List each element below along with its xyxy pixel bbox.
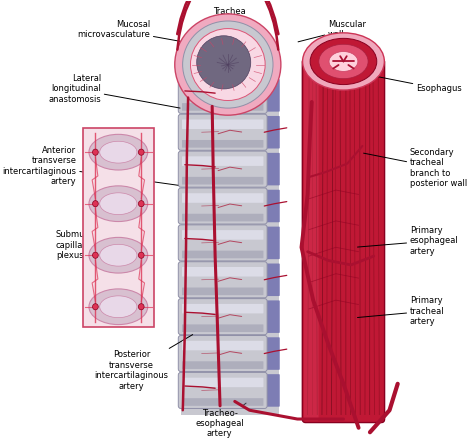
Text: Mucosal
microvasculature: Mucosal microvasculature (77, 19, 209, 47)
FancyBboxPatch shape (178, 373, 267, 408)
Text: Primary
tracheal
artery: Primary tracheal artery (357, 296, 445, 326)
FancyBboxPatch shape (182, 177, 264, 184)
Text: Submucosal
capillary
plexus: Submucosal capillary plexus (56, 230, 107, 260)
Circle shape (92, 201, 98, 207)
FancyBboxPatch shape (264, 79, 280, 112)
Ellipse shape (319, 44, 368, 79)
Text: Secondary
tracheal
branch to
posterior wall: Secondary tracheal branch to posterior w… (364, 148, 467, 188)
Text: Trachea: Trachea (213, 7, 246, 22)
FancyBboxPatch shape (182, 361, 264, 369)
FancyBboxPatch shape (178, 335, 267, 372)
Text: Primary
esophageal
artery: Primary esophageal artery (357, 226, 459, 256)
FancyBboxPatch shape (264, 190, 280, 222)
Circle shape (138, 252, 144, 258)
FancyBboxPatch shape (182, 341, 264, 350)
Ellipse shape (100, 245, 137, 266)
Ellipse shape (89, 289, 148, 325)
FancyBboxPatch shape (264, 227, 280, 259)
FancyBboxPatch shape (178, 188, 267, 224)
FancyBboxPatch shape (182, 82, 264, 92)
FancyBboxPatch shape (302, 59, 384, 423)
FancyBboxPatch shape (264, 116, 280, 148)
Circle shape (92, 303, 98, 310)
Ellipse shape (89, 237, 148, 273)
Ellipse shape (100, 141, 137, 163)
Text: Tracheo-
esophageal
artery: Tracheo- esophageal artery (195, 403, 246, 438)
Ellipse shape (329, 51, 358, 71)
Text: Lateral
longitudinal
anastomosis: Lateral longitudinal anastomosis (48, 74, 180, 108)
Ellipse shape (89, 186, 148, 222)
Text: Esophagus: Esophagus (364, 74, 462, 93)
Text: Muscular
wall: Muscular wall (298, 19, 366, 42)
Circle shape (92, 149, 98, 155)
Ellipse shape (182, 21, 273, 108)
FancyBboxPatch shape (264, 337, 280, 370)
Ellipse shape (100, 193, 137, 214)
Ellipse shape (197, 36, 251, 89)
Bar (181, 80, 279, 415)
FancyBboxPatch shape (178, 114, 267, 150)
Bar (82, 128, 154, 326)
Ellipse shape (89, 134, 148, 170)
FancyBboxPatch shape (182, 267, 264, 276)
Ellipse shape (302, 33, 384, 90)
FancyBboxPatch shape (178, 299, 267, 335)
FancyBboxPatch shape (182, 378, 264, 387)
Circle shape (138, 149, 144, 155)
Text: Posterior
transverse
intercartilaginous
artery: Posterior transverse intercartilaginous … (95, 334, 193, 391)
Ellipse shape (191, 29, 265, 101)
FancyBboxPatch shape (182, 193, 264, 203)
FancyBboxPatch shape (264, 374, 280, 407)
FancyBboxPatch shape (264, 153, 280, 185)
FancyBboxPatch shape (264, 300, 280, 333)
FancyBboxPatch shape (182, 324, 264, 332)
FancyBboxPatch shape (182, 304, 264, 313)
FancyBboxPatch shape (178, 78, 267, 113)
Circle shape (138, 201, 144, 207)
FancyBboxPatch shape (264, 264, 280, 296)
FancyBboxPatch shape (182, 251, 264, 258)
FancyBboxPatch shape (182, 288, 264, 295)
FancyBboxPatch shape (182, 230, 264, 240)
FancyBboxPatch shape (178, 151, 267, 187)
FancyBboxPatch shape (182, 398, 264, 406)
Ellipse shape (100, 296, 137, 318)
Ellipse shape (310, 39, 377, 85)
Ellipse shape (175, 14, 281, 115)
FancyBboxPatch shape (182, 156, 264, 166)
FancyBboxPatch shape (178, 225, 267, 261)
FancyBboxPatch shape (182, 120, 264, 129)
Circle shape (92, 252, 98, 258)
FancyBboxPatch shape (182, 103, 264, 111)
FancyBboxPatch shape (178, 262, 267, 298)
Text: Anterior
transverse
intercartilaginous
artery: Anterior transverse intercartilaginous a… (2, 146, 178, 186)
FancyBboxPatch shape (182, 140, 264, 148)
FancyBboxPatch shape (182, 214, 264, 222)
Circle shape (138, 303, 144, 310)
FancyBboxPatch shape (304, 61, 319, 421)
